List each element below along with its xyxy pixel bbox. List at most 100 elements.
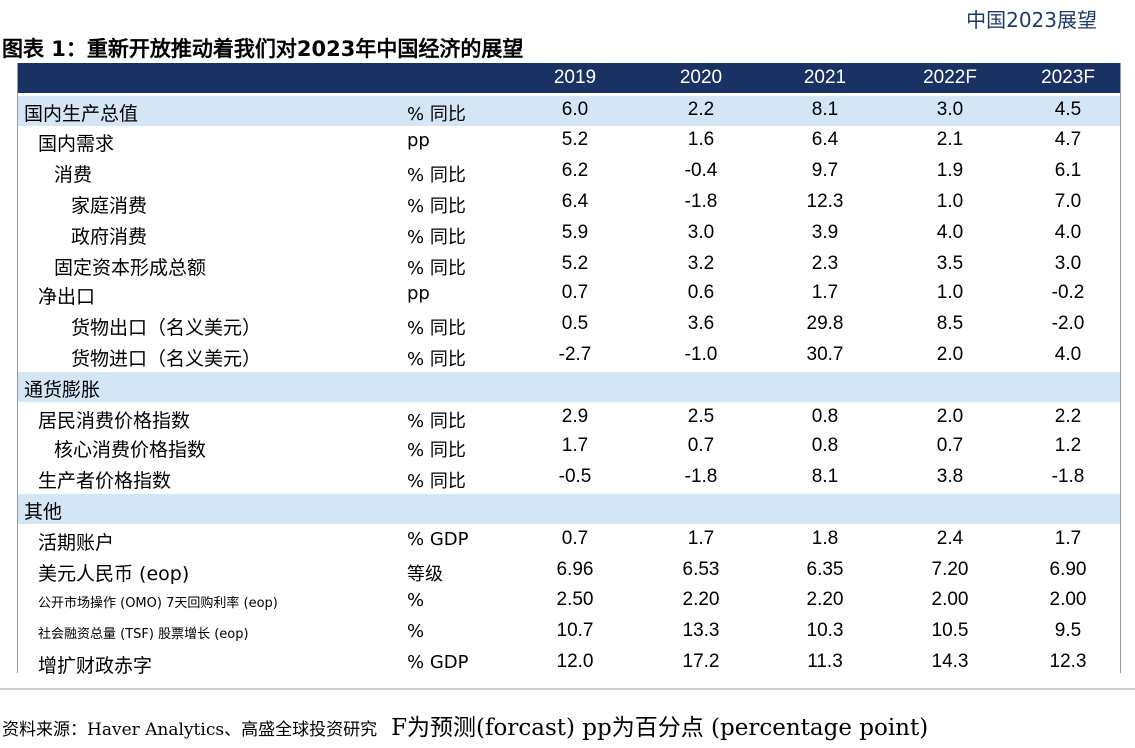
section-row: 其他	[18, 494, 1120, 524]
footnote-text: F为预测(forcast) pp为百分点 (percentage point)	[391, 715, 929, 741]
cell-value: 6.4	[811, 129, 839, 150]
row-label: 政府消费	[71, 226, 148, 248]
column-header-2022f: 2022F	[923, 67, 977, 88]
table-row: 社会融资总量 (TSF) 股票增长 (eop)% 10.7 13.3 10.3 10.5…	[18, 617, 1120, 647]
row-unit: % 同比	[407, 227, 466, 248]
cell-value: 3.0	[1054, 253, 1082, 274]
cell-value: -0.5	[558, 466, 592, 487]
row-unit: % GDP	[407, 652, 469, 673]
cell-value: 0.8	[811, 435, 839, 456]
row-unit: %	[407, 590, 425, 611]
row-label: 净出口	[38, 286, 96, 308]
cell-value: 6.1	[1054, 160, 1082, 181]
row-label: 家庭消费	[71, 195, 148, 217]
cell-value: 10.7	[556, 620, 594, 641]
cell-value: -1.8	[684, 466, 718, 487]
cell-value: -0.2	[1051, 282, 1085, 303]
table-row: 公开市场操作 (OMO) 7天回购利率 (eop)% 2.50 2.20 2.20 2.…	[18, 586, 1120, 616]
source-line: 资料来源：Haver Analytics、高盛全球投资研究 F为预测(forcas…	[2, 708, 928, 742]
table-row: 货物进口（名义美元） % 同比 -2.7 -1.0 30.7 2.0 4.0	[18, 341, 1120, 371]
data-table: 2019 2020 2021 2022F 2023F 国内生产总值 % 同比 6.0 2.2 8…	[17, 63, 1121, 677]
cell-value: -1.8	[1051, 466, 1085, 487]
row-label: 核心消费价格指数	[54, 439, 207, 461]
cell-value: 12.3	[1049, 651, 1087, 672]
section-row: 通货膨胀	[18, 372, 1120, 402]
table-row: 净出口 pp 0.7 0.6 1.7 1.0 -0.2	[18, 279, 1120, 309]
cell-value: 4.0	[1054, 344, 1082, 365]
cell-value: 2.50	[556, 589, 594, 610]
cell-value: 2.00	[1049, 589, 1087, 610]
cell-value: 3.0	[687, 222, 715, 243]
row-label: 通货膨胀	[24, 379, 101, 401]
cell-value: 9.5	[1054, 620, 1082, 641]
column-header-2019: 2019	[553, 67, 597, 88]
table-row: 核心消费价格指数 % 同比 1.7 0.7 0.8 0.7 1.2	[18, 432, 1120, 462]
cell-value: 4.0	[936, 222, 964, 243]
cell-value: 3.9	[811, 222, 839, 243]
row-unit: % 同比	[407, 258, 466, 279]
cell-value: 2.20	[806, 589, 844, 610]
cell-value: 2.20	[682, 589, 720, 610]
column-header-2020: 2020	[679, 67, 723, 88]
cell-value: 0.5	[561, 313, 589, 334]
cell-value: 6.2	[561, 160, 589, 181]
cell-value: 3.5	[936, 253, 964, 274]
row-label: 活期账户	[38, 532, 115, 554]
section-row: 国内生产总值 % 同比 6.0 2.2 8.1 3.0 4.5	[18, 96, 1120, 126]
cell-value: -2.0	[1051, 313, 1085, 334]
cell-value: 5.2	[561, 129, 589, 150]
cell-value: 0.6	[687, 282, 715, 303]
cell-value: 2.3	[811, 253, 839, 274]
cell-value: 1.7	[687, 528, 715, 549]
row-unit: %	[407, 621, 425, 642]
row-label: 公开市场操作 (OMO) 7天回购利率 (eop)	[38, 596, 278, 611]
cell-value: 0.7	[561, 528, 589, 549]
cell-value: 2.2	[1054, 406, 1082, 427]
cell-value: 13.3	[682, 620, 720, 641]
table-row: 美元人民币 (eop) 等级 6.96 6.53 6.35 7.20 6.90	[18, 556, 1120, 586]
cell-value: -1.0	[684, 344, 718, 365]
cell-value: 3.6	[687, 313, 715, 334]
cell-value: 5.9	[561, 222, 589, 243]
row-label: 消费	[54, 164, 93, 186]
cell-value: 3.2	[687, 253, 715, 274]
row-unit: % GDP	[407, 529, 469, 550]
cell-value: 12.3	[806, 191, 844, 212]
row-unit: pp	[407, 283, 430, 304]
cell-value: 9.7	[811, 160, 839, 181]
cell-value: 6.4	[561, 191, 589, 212]
row-unit: % 同比	[407, 196, 466, 217]
cell-value: 1.0	[936, 191, 964, 212]
cell-value: 1.9	[936, 160, 964, 181]
cell-value: 7.20	[931, 559, 969, 580]
cell-value: 30.7	[806, 344, 844, 365]
column-header-2021: 2021	[803, 67, 847, 88]
table-row: 政府消费 % 同比 5.9 3.0 3.9 4.0 4.0	[18, 219, 1120, 249]
cell-value: -1.8	[684, 191, 718, 212]
row-label: 社会融资总量 (TSF) 股票增长 (eop)	[38, 627, 249, 642]
table-row: 固定资本形成总额 % 同比 5.2 3.2 2.3 3.5 3.0	[18, 250, 1120, 280]
cell-value: 1.7	[811, 282, 839, 303]
cell-value: 8.1	[811, 466, 839, 487]
row-label: 其他	[24, 501, 63, 523]
row-label: 生产者价格指数	[38, 470, 172, 492]
cell-value: 8.5	[936, 313, 964, 334]
cell-value: 2.00	[931, 589, 969, 610]
cell-value: 2.0	[936, 406, 964, 427]
row-label: 美元人民币 (eop)	[38, 563, 190, 585]
table-row: 居民消费价格指数 % 同比 2.9 2.5 0.8 2.0 2.2	[18, 403, 1120, 433]
cell-value: 17.2	[682, 651, 720, 672]
cell-value: 2.5	[687, 406, 715, 427]
row-label: 货物出口（名义美元）	[71, 317, 262, 339]
cell-value: 3.0	[936, 99, 964, 120]
row-label: 固定资本形成总额	[54, 257, 207, 279]
cell-value: 1.0	[936, 282, 964, 303]
cell-value: 10.3	[806, 620, 844, 641]
cell-value: 0.8	[811, 406, 839, 427]
cell-value: 6.35	[806, 559, 844, 580]
table-header-row: 2019 2020 2021 2022F 2023F	[18, 63, 1120, 93]
row-unit: % 同比	[407, 349, 466, 370]
source-text: 资料来源：Haver Analytics、高盛全球投资研究	[2, 720, 378, 740]
bottom-divider	[0, 688, 1135, 690]
cell-value: 0.7	[561, 282, 589, 303]
